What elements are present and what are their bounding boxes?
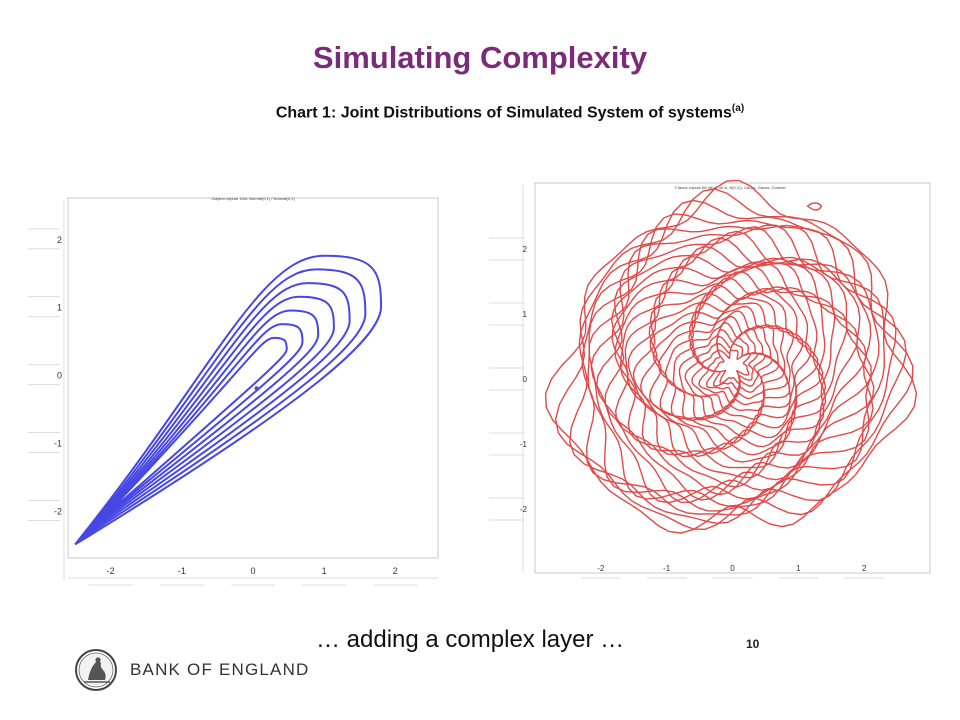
right-x-tick-1: -1 (646, 564, 687, 579)
left-x-tick-4: 2 (373, 566, 418, 586)
slide-caption: … adding a complex layer … (316, 626, 625, 653)
left-y-tick-3: -1 (28, 432, 62, 454)
left-y-tick-4: -2 (28, 499, 62, 521)
right-contour-lines (544, 179, 918, 534)
left-contour-level-1 (79, 268, 367, 541)
right-x-tick-labels: -2 -1 0 1 2 (580, 564, 885, 579)
right-contour-level-15 (639, 276, 824, 455)
right-contour-level-19 (664, 302, 795, 429)
right-contour-level-13 (627, 266, 827, 463)
left-x-tick-3: 1 (302, 566, 347, 586)
left-y-tick-2: 0 (28, 364, 62, 386)
right-y-tick-label: 2 (523, 245, 528, 254)
left-y-tick-1: 1 (28, 296, 62, 318)
right-contour-level-6 (590, 226, 874, 504)
right-y-tick-label: -1 (520, 440, 528, 449)
right-x-tick-0: -2 (580, 564, 621, 579)
left-y-tick-labels: 2 1 0 -1 -2 (28, 228, 62, 521)
left-contour-peak (254, 386, 259, 391)
right-contour-level-27 (714, 349, 752, 385)
chart-heading: Chart 1: Joint Distributions of Simulate… (0, 103, 960, 122)
left-x-tick-2: 0 (231, 566, 275, 586)
bank-of-england-logo: BANK OF ENGLAND (74, 648, 308, 692)
left-x-tick-label: 2 (393, 566, 398, 576)
right-x-tick-label: 1 (796, 564, 801, 573)
right-contour-level-3 (581, 213, 897, 516)
left-contour-level-0 (74, 254, 383, 546)
left-y-tick-label: 1 (57, 303, 62, 313)
clayton-contour-chart: Clayton copula. Dist: Normal(0,1) / Norm… (28, 196, 439, 586)
right-contour-level-0 (544, 179, 918, 534)
right-contour-level-8 (604, 237, 872, 501)
right-y-tick-3: -1 (489, 432, 528, 456)
left-x-tick-label: 0 (250, 566, 255, 576)
right-x-tick-3: 1 (778, 564, 819, 579)
right-contour-level-10 (614, 255, 859, 488)
left-x-tick-label: -1 (178, 566, 186, 576)
left-contour-level-6 (104, 336, 288, 517)
right-x-tick-label: -2 (597, 564, 605, 573)
right-x-tick-2: 0 (712, 564, 753, 579)
right-contour-level-9 (611, 245, 867, 496)
left-x-tick-1: -1 (159, 566, 204, 586)
slide-title: Simulating Complexity (312, 40, 648, 75)
right-contour-level-22 (684, 315, 785, 416)
right-x-tick-4: 2 (844, 564, 885, 579)
right-axis-decor (522, 182, 931, 574)
britannia-emblem-icon (75, 649, 117, 691)
left-contour-level-5 (99, 323, 304, 521)
page-number: 10 (746, 637, 760, 651)
logo-wordmark: BANK OF ENGLAND (130, 660, 310, 679)
left-x-tick-label: -2 (107, 566, 115, 576)
left-x-tick-0: -2 (88, 566, 133, 586)
left-y-tick-label: -2 (54, 506, 62, 516)
right-contour-level-7 (595, 230, 875, 504)
left-contour-level-3 (89, 295, 335, 531)
chart-heading-note: (a) (731, 103, 745, 114)
left-x-tick-label: 1 (322, 566, 327, 576)
right-y-tick-label: 0 (523, 375, 528, 384)
left-contour-level-4 (94, 309, 320, 526)
right-contour-level-20 (672, 305, 791, 421)
right-y-tick-labels: 2 1 0 -1 -2 (489, 237, 528, 521)
right-x-tick-label: 0 (730, 564, 735, 573)
right-y-tick-0: 2 (489, 237, 528, 261)
right-x-tick-label: -1 (663, 564, 671, 573)
right-contour-level-12 (624, 263, 836, 469)
left-contour-lines (74, 254, 383, 546)
left-y-tick-0: 2 (28, 228, 62, 250)
right-y-tick-4: -2 (489, 497, 528, 521)
right-y-tick-label: 1 (523, 310, 528, 319)
right-x-tick-label: 2 (862, 564, 867, 573)
right-contour-islet (806, 202, 823, 211)
left-y-tick-label: -1 (54, 439, 62, 449)
right-contour-level-16 (648, 284, 819, 450)
right-y-tick-2: 0 (489, 367, 528, 391)
right-plot-title: 3 factor copula tW (df=5, df=5, N(0,1)).… (674, 185, 785, 190)
right-y-tick-label: -2 (520, 505, 528, 514)
factor-copula-contour-chart: 3 factor copula tW (df=5, df=5, N(0,1)).… (489, 179, 931, 579)
right-y-tick-1: 1 (489, 302, 528, 326)
left-y-tick-label: 0 (57, 371, 62, 381)
chart-heading-text: Chart 1: Joint Distributions of Simulate… (275, 104, 732, 122)
left-x-tick-labels: -2 -1 0 1 2 (88, 566, 418, 586)
left-contour-level-2 (84, 282, 351, 536)
left-plot-title: Clayton copula. Dist: Normal(0,1) / Norm… (211, 196, 295, 201)
left-y-tick-label: 2 (57, 235, 62, 245)
left-axis-decor (63, 197, 439, 580)
right-contour-level-11 (619, 262, 848, 479)
